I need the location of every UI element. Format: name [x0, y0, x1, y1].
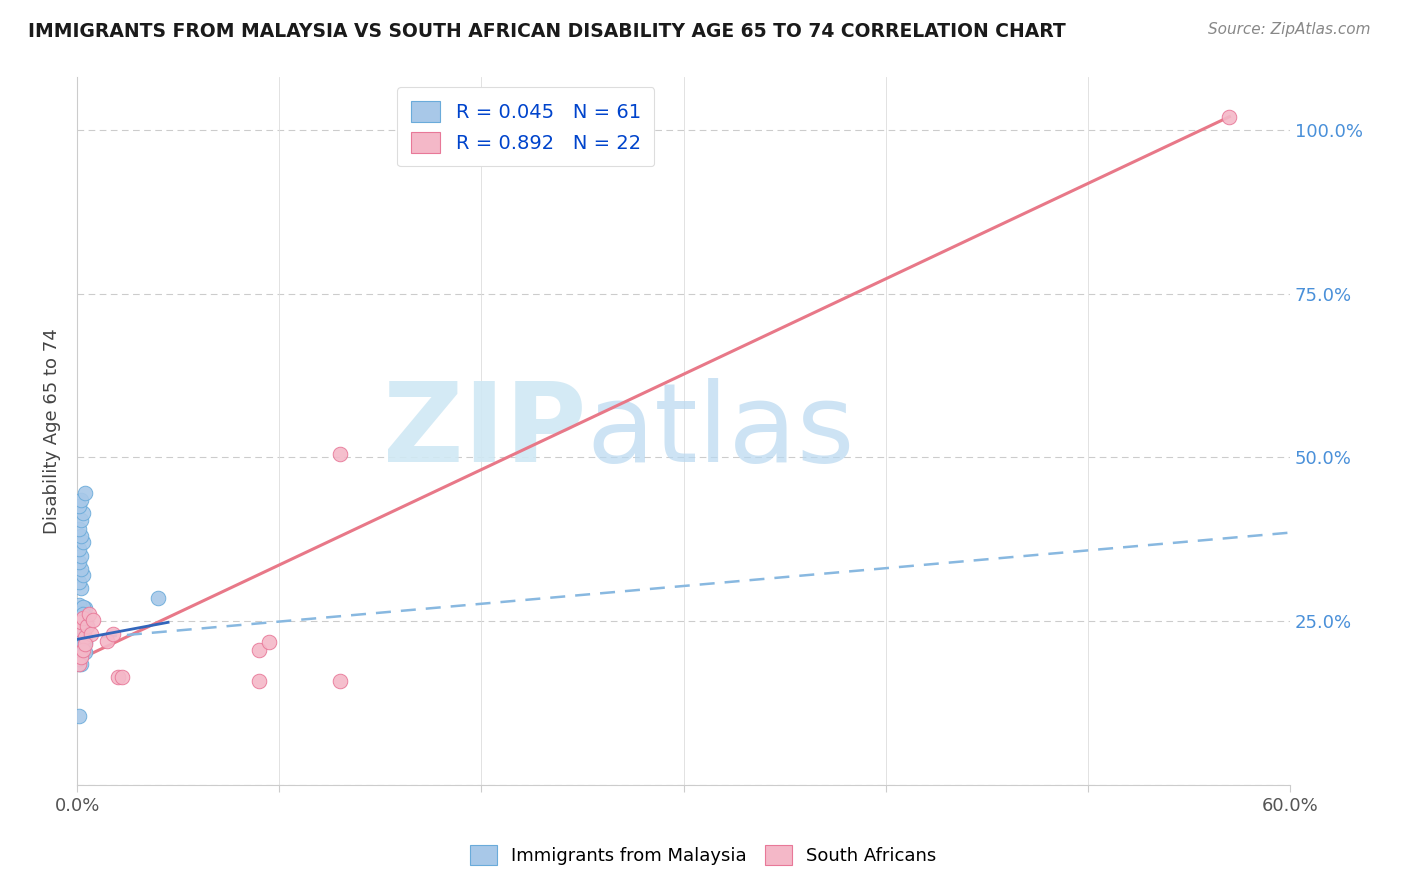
- Point: [72, 643, 94, 657]
- Point: [110, 670, 132, 684]
- Point: [67, 555, 90, 569]
- Point: [70, 648, 93, 662]
- Point: [67, 598, 90, 612]
- Point: [67, 619, 90, 633]
- Point: [72, 632, 94, 647]
- Point: [257, 635, 280, 649]
- Point: [75, 631, 97, 645]
- Text: ZIP: ZIP: [384, 377, 586, 484]
- Point: [329, 674, 352, 689]
- Point: [67, 657, 90, 671]
- Legend: Immigrants from Malaysia, South Africans: Immigrants from Malaysia, South Africans: [461, 836, 945, 874]
- Point: [75, 486, 97, 500]
- Text: IMMIGRANTS FROM MALAYSIA VS SOUTH AFRICAN DISABILITY AGE 65 TO 74 CORRELATION CH: IMMIGRANTS FROM MALAYSIA VS SOUTH AFRICA…: [28, 22, 1066, 41]
- Point: [70, 615, 93, 630]
- Point: [70, 637, 93, 651]
- Point: [67, 709, 90, 723]
- Point: [75, 635, 97, 649]
- Point: [329, 447, 352, 461]
- Point: [72, 637, 94, 651]
- Point: [72, 599, 94, 614]
- Point: [96, 633, 118, 648]
- Point: [75, 615, 97, 630]
- Point: [70, 529, 93, 543]
- Point: [67, 611, 90, 625]
- Point: [72, 506, 94, 520]
- Point: [72, 624, 94, 638]
- Point: [75, 637, 97, 651]
- Point: [75, 601, 97, 615]
- Point: [72, 607, 94, 622]
- Point: [67, 541, 90, 556]
- Point: [67, 622, 90, 636]
- Point: [70, 492, 93, 507]
- Point: [70, 611, 93, 625]
- Point: [67, 602, 90, 616]
- Point: [67, 617, 90, 632]
- Text: atlas: atlas: [586, 377, 855, 484]
- Point: [70, 631, 93, 645]
- Point: [67, 574, 90, 589]
- Point: [67, 614, 90, 628]
- Point: [70, 582, 93, 596]
- Point: [67, 657, 90, 671]
- Point: [72, 613, 94, 627]
- Point: [67, 645, 90, 659]
- Point: [70, 621, 93, 635]
- Point: [70, 512, 93, 526]
- Point: [67, 652, 90, 666]
- Point: [72, 535, 94, 549]
- Point: [70, 641, 93, 656]
- Text: Source: ZipAtlas.com: Source: ZipAtlas.com: [1208, 22, 1371, 37]
- Point: [80, 627, 103, 641]
- Point: [67, 522, 90, 536]
- Point: [70, 561, 93, 575]
- Point: [72, 611, 94, 625]
- Point: [67, 625, 90, 640]
- Point: [1218, 110, 1240, 124]
- Point: [70, 640, 93, 655]
- Y-axis label: Disability Age 65 to 74: Disability Age 65 to 74: [44, 328, 60, 534]
- Point: [75, 645, 97, 659]
- Point: [103, 627, 125, 641]
- Point: [70, 647, 93, 661]
- Point: [247, 643, 270, 657]
- Point: [72, 639, 94, 653]
- Point: [82, 613, 104, 627]
- Legend: R = 0.045   N = 61, R = 0.892   N = 22: R = 0.045 N = 61, R = 0.892 N = 22: [398, 87, 654, 167]
- Point: [72, 568, 94, 582]
- Point: [70, 549, 93, 563]
- Point: [77, 607, 100, 622]
- Point: [70, 624, 93, 638]
- Point: [70, 615, 93, 630]
- Point: [72, 625, 94, 640]
- Point: [67, 631, 90, 645]
- Point: [67, 643, 90, 657]
- Point: [146, 591, 169, 606]
- Point: [70, 608, 93, 623]
- Point: [247, 674, 270, 689]
- Point: [70, 650, 93, 665]
- Point: [67, 652, 90, 666]
- Point: [70, 627, 93, 641]
- Point: [67, 604, 90, 618]
- Point: [70, 622, 93, 636]
- Point: [72, 637, 94, 651]
- Point: [67, 628, 90, 642]
- Point: [70, 619, 93, 633]
- Point: [107, 670, 129, 684]
- Point: [76, 619, 98, 633]
- Point: [70, 657, 93, 671]
- Point: [67, 500, 90, 514]
- Point: [67, 606, 90, 620]
